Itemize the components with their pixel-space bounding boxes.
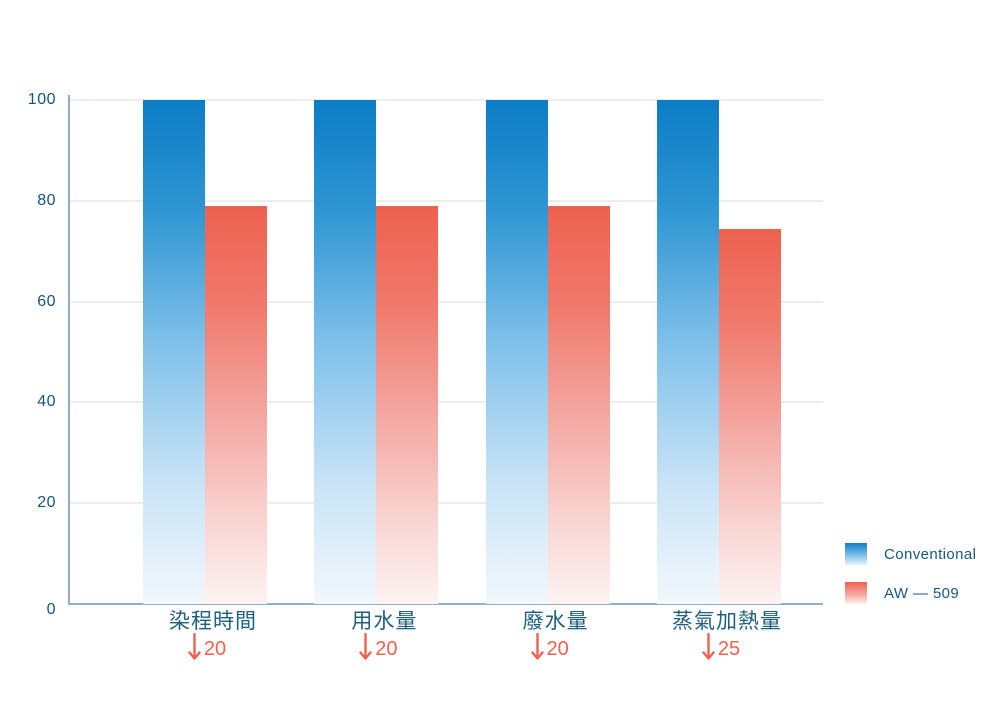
legend: Conventional AW — 509 [845, 543, 976, 604]
y-axis-tick-label-40: 40 [37, 393, 56, 411]
category-label-4: 蒸氣加熱量 [671, 610, 782, 633]
category-label-1: 染程時間 [169, 610, 257, 633]
legend-swatch-conventional-icon [845, 543, 867, 565]
gridline-40 [70, 401, 823, 404]
gridline-20 [70, 502, 823, 505]
y-axis-tick-label-0: 0 [46, 601, 56, 618]
category-label-2: 用水量 [351, 610, 418, 633]
y-axis-tick-label-80: 80 [37, 191, 56, 209]
reduction-value: 20 [203, 638, 227, 660]
reduction-value: 20 [546, 638, 569, 660]
bar-conventional-3 [485, 100, 548, 604]
down-arrow-icon [702, 632, 715, 669]
y-axis-tick-label-100: 100 [27, 91, 56, 108]
bar-aw509-3 [547, 205, 610, 604]
reduction-annotation-4: 25 [621, 632, 821, 669]
reduction-annotation-3: 20 [450, 632, 650, 669]
legend-swatch-aw509-icon [845, 582, 867, 604]
bar-conventional-2 [314, 100, 377, 604]
y-axis-tick-label-60: 60 [37, 292, 56, 310]
gridline-80 [70, 199, 823, 202]
gridline-60 [70, 300, 823, 303]
gridline-100 [70, 99, 823, 101]
bar-conventional-4 [656, 100, 719, 604]
down-arrow-icon [530, 632, 544, 669]
y-axis-line [68, 95, 70, 605]
category-label-3: 廢水量 [522, 610, 589, 633]
legend-item-conventional: Conventional [845, 543, 976, 565]
x-axis-line [68, 603, 823, 605]
legend-item-aw509: AW — 509 [845, 582, 976, 604]
reduction-value: 20 [375, 638, 398, 660]
y-axis-tick-label-20: 20 [37, 494, 56, 512]
bar-aw509-2 [376, 205, 439, 604]
reduction-value: 25 [717, 638, 741, 660]
legend-label-aw509: AW — 509 [884, 584, 960, 602]
legend-label-conventional: Conventional [884, 545, 977, 563]
reduction-annotation-1: 20 [107, 632, 307, 669]
bar-aw509-1 [205, 205, 267, 604]
bar-aw509-4 [718, 228, 781, 604]
down-arrow-icon [188, 632, 201, 669]
bar-conventional-1 [143, 100, 205, 604]
down-arrow-icon [359, 632, 372, 669]
reduction-annotation-2: 20 [278, 632, 478, 669]
